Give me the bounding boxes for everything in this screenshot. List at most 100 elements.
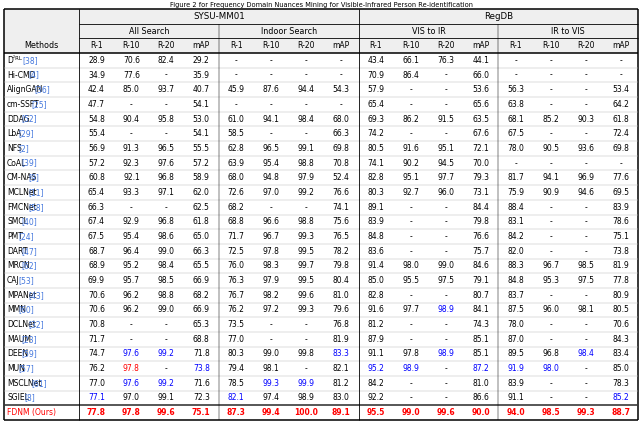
Text: -: - [305,320,307,329]
Text: 87.2: 87.2 [472,364,489,373]
Text: -: - [584,70,587,80]
Text: [32]: [32] [28,320,44,329]
Text: 83.9: 83.9 [367,217,385,226]
Text: 98.0: 98.0 [403,261,419,271]
Text: 60.8: 60.8 [88,173,105,182]
Text: 85.0: 85.0 [612,364,629,373]
Text: -: - [444,364,447,373]
Text: 83.7: 83.7 [508,291,524,300]
Text: 84.6: 84.6 [472,261,489,271]
Text: SYSU-MM01: SYSU-MM01 [193,12,244,21]
Text: 61.8: 61.8 [612,115,629,124]
Text: 93.3: 93.3 [123,188,140,197]
Text: 97.5: 97.5 [577,276,594,285]
Text: 91.1: 91.1 [367,349,385,358]
Text: -: - [305,70,307,80]
Text: 81.2: 81.2 [333,379,349,388]
Text: 94.1: 94.1 [542,173,559,182]
Text: mAP: mAP [332,41,349,50]
Text: 55.4: 55.4 [88,129,105,138]
Text: 77.0: 77.0 [228,335,244,344]
Text: [38]: [38] [22,56,38,65]
Text: R-1: R-1 [509,41,522,50]
Text: 57.2: 57.2 [193,159,210,168]
Text: -: - [584,100,587,109]
Text: 70.6: 70.6 [123,56,140,65]
Text: 75.7: 75.7 [472,247,490,256]
Text: 73.8: 73.8 [612,247,629,256]
Text: 83.0: 83.0 [333,393,349,403]
Text: 99.4: 99.4 [262,408,280,417]
Text: 99.9: 99.9 [298,379,315,388]
Text: -: - [270,100,273,109]
Text: 81.9: 81.9 [333,335,349,344]
Text: -: - [410,100,412,109]
Text: 80.4: 80.4 [333,276,349,285]
Text: 75.9: 75.9 [508,188,524,197]
Text: MUN: MUN [7,364,25,373]
Text: 98.6: 98.6 [158,232,175,241]
Text: 85.1: 85.1 [472,349,489,358]
Text: [59]: [59] [21,349,37,358]
Text: -: - [165,364,168,373]
Text: 85.0: 85.0 [123,85,140,94]
Text: 69.8: 69.8 [333,144,349,153]
Text: -: - [305,56,307,65]
Text: R-1: R-1 [90,41,103,50]
Text: -: - [305,203,307,212]
Text: 92.3: 92.3 [123,159,140,168]
Text: 90.5: 90.5 [542,144,559,153]
Text: 64.2: 64.2 [612,100,629,109]
Text: 97.0: 97.0 [123,393,140,403]
Text: 45.9: 45.9 [228,85,244,94]
Text: CoAL: CoAL [7,159,26,168]
Text: 79.4: 79.4 [228,364,244,373]
Text: -: - [270,56,273,65]
Text: MPANet: MPANet [7,291,36,300]
Text: 52.4: 52.4 [333,173,349,182]
Text: 98.9: 98.9 [298,393,314,403]
Text: 96.5: 96.5 [262,144,280,153]
Text: 65.6: 65.6 [472,100,490,109]
Text: -: - [130,100,132,109]
Text: 68.0: 68.0 [228,173,244,182]
Text: 97.4: 97.4 [262,393,280,403]
Text: 99.3: 99.3 [576,408,595,417]
Text: 65.4: 65.4 [367,100,385,109]
Text: 99.7: 99.7 [298,261,315,271]
Text: -: - [584,203,587,212]
Text: 90.4: 90.4 [123,115,140,124]
Text: 72.5: 72.5 [228,247,244,256]
Text: -: - [619,70,622,80]
Text: 54.1: 54.1 [193,100,210,109]
Text: 76.6: 76.6 [472,232,490,241]
Text: 65.0: 65.0 [193,232,210,241]
Text: [24]: [24] [18,232,34,241]
Text: 81.7: 81.7 [508,173,524,182]
Text: 66.3: 66.3 [333,129,349,138]
Text: mAP: mAP [612,41,629,50]
Text: 76.3: 76.3 [437,56,454,65]
Text: [2]: [2] [18,144,29,153]
Text: 75.1: 75.1 [612,232,629,241]
Text: 78.0: 78.0 [508,320,524,329]
Text: 99.0: 99.0 [401,408,420,417]
Text: [58]: [58] [28,203,44,212]
Text: -: - [549,320,552,329]
Text: 77.8: 77.8 [612,276,629,285]
Text: R-20: R-20 [437,41,454,50]
Text: 73.1: 73.1 [472,188,489,197]
Text: 98.9: 98.9 [437,306,454,314]
Text: -: - [235,70,237,80]
Text: 99.3: 99.3 [262,379,280,388]
Text: 70.9: 70.9 [367,70,385,80]
Text: 98.3: 98.3 [262,261,280,271]
Text: LbA: LbA [7,129,21,138]
Text: -: - [165,129,168,138]
Text: 93.6: 93.6 [577,144,594,153]
Text: -: - [444,232,447,241]
Text: [47]: [47] [21,247,37,256]
Text: 98.8: 98.8 [298,217,314,226]
Text: -: - [270,203,273,212]
Text: 77.6: 77.6 [123,70,140,80]
